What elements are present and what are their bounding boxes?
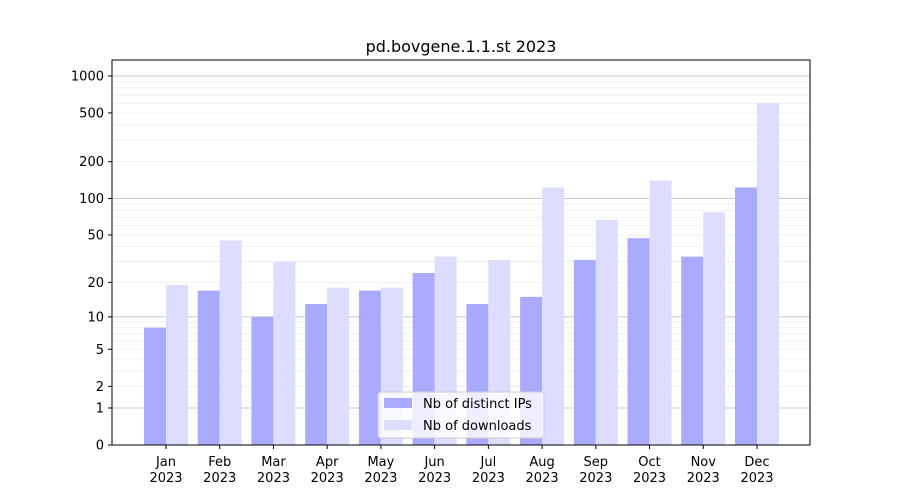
x-tick-label-month: Apr (316, 455, 339, 470)
bar-distinct-ips (251, 316, 274, 445)
bar-downloads (595, 219, 618, 445)
x-tick-label-month: Sep (584, 455, 609, 470)
y-tick-label: 2 (96, 380, 104, 395)
legend: Nb of distinct IPs Nb of downloads (377, 391, 545, 439)
bar-downloads (757, 103, 779, 446)
x-tick-label-year: 2023 (418, 471, 451, 486)
chart-title: pd.bovgene.1.1.st 2023 (366, 37, 557, 56)
y-tick-label: 20 (87, 276, 104, 291)
x-tick-label-year: 2023 (633, 471, 666, 486)
bar-downloads (219, 240, 242, 445)
x-tick-label-year: 2023 (579, 471, 612, 486)
y-axis: 0 1 2 5 10 20 50 100 200 500 1000 (71, 69, 112, 454)
legend-swatch-downloads (384, 420, 412, 430)
x-tick-label-month: Jan (155, 455, 176, 470)
bar-distinct-ips (197, 290, 220, 445)
bar-downloads (542, 187, 565, 445)
x-tick-label-month: Mar (261, 455, 286, 470)
y-tick-label: 10 (87, 310, 104, 325)
x-tick-label-month: Jul (480, 455, 497, 470)
y-tick-label: 50 (87, 228, 104, 243)
bar-downloads (166, 284, 188, 445)
bar-downloads (327, 287, 350, 445)
bar-distinct-ips (358, 290, 381, 445)
y-tick-label: 500 (79, 106, 104, 121)
bar-downloads (273, 261, 296, 445)
plot-frame (111, 59, 811, 446)
x-tick-label-year: 2023 (257, 471, 290, 486)
x-tick-label-month: May (367, 455, 394, 470)
x-tick-label-year: 2023 (472, 471, 505, 486)
x-tick-label-month: Feb (208, 455, 231, 470)
x-axis: Jan2023Feb2023Mar2023Apr2023May2023Jun20… (149, 445, 774, 486)
bar-distinct-ips (735, 187, 757, 445)
bar-distinct-ips (573, 259, 596, 445)
bar-distinct-ips (144, 327, 166, 445)
x-tick-label-year: 2023 (526, 471, 559, 486)
x-tick-label-year: 2023 (740, 471, 773, 486)
y-tick-label: 1000 (71, 69, 104, 84)
y-tick-label: 100 (79, 192, 104, 207)
legend-label-downloads: Nb of downloads (423, 419, 532, 434)
bars (144, 103, 779, 446)
bar-distinct-ips (681, 256, 704, 445)
y-tick-label: 0 (96, 439, 104, 454)
y-tick-label: 5 (96, 343, 104, 358)
x-tick-label-month: Aug (529, 455, 554, 470)
x-tick-label-year: 2023 (149, 471, 182, 486)
bar-distinct-ips (305, 304, 328, 445)
bar-distinct-ips (627, 238, 650, 445)
x-tick-label-month: Dec (744, 455, 769, 470)
legend-label-ips: Nb of distinct IPs (423, 397, 532, 412)
legend-swatch-ips (384, 398, 412, 408)
x-tick-label-year: 2023 (311, 471, 344, 486)
bar-downloads (649, 180, 672, 445)
x-tick-label-month: Jun (423, 455, 444, 470)
x-tick-label-year: 2023 (364, 471, 397, 486)
x-tick-label-month: Nov (691, 455, 717, 470)
y-tick-label: 1 (96, 401, 104, 416)
x-tick-label-year: 2023 (687, 471, 720, 486)
bar-downloads (703, 212, 726, 445)
x-tick-label-month: Oct (638, 455, 660, 470)
y-tick-label: 200 (79, 155, 104, 170)
x-tick-label-year: 2023 (203, 471, 236, 486)
